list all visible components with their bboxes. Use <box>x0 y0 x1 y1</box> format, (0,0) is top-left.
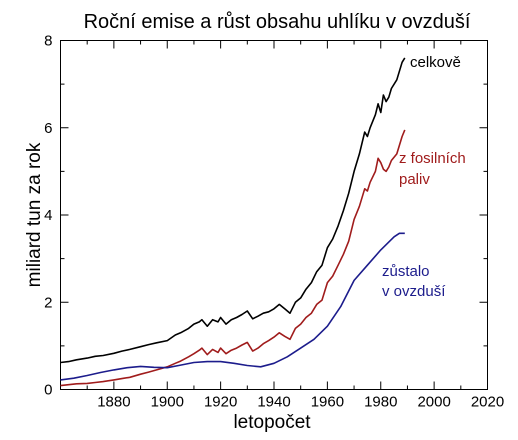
series-line-celkove <box>60 57 406 364</box>
series-label-z-fosilnich-paliv: z fosilních <box>399 150 466 167</box>
chart-title: Roční emise a růst obsahu uhlíku v ovzdu… <box>84 11 471 33</box>
y-axis-title: miliard tun za rok <box>24 142 45 287</box>
series-lines <box>60 57 406 387</box>
y-tick-label: 4 <box>44 207 52 224</box>
series-label-zustalo-v-ovzdusi: zůstalo <box>382 263 430 280</box>
series-label-zustalo-v-ovzdusi: v ovzduší <box>382 283 446 300</box>
x-tick-label: 1920 <box>204 394 237 411</box>
x-tick-label: 1900 <box>151 394 184 411</box>
y-tick-label: 8 <box>44 33 52 50</box>
y-tick-label: 0 <box>44 382 52 399</box>
x-axis: 1880 1900 1920 1940 1960 1980 2000 2020 <box>60 40 504 411</box>
series-label-z-fosilnich-paliv: paliv <box>399 171 430 188</box>
x-tick-label: 1880 <box>97 394 130 411</box>
series-labels: celkově z fosilních paliv zůstalo v ovzduší <box>382 54 466 300</box>
y-axis: 0 2 4 6 8 <box>44 33 488 399</box>
series-line-zustalo-v-ovzdusi <box>60 232 405 381</box>
y-tick-label: 6 <box>44 120 52 137</box>
x-tick-label: 1980 <box>364 394 397 411</box>
x-tick-label: 2020 <box>471 394 504 411</box>
series-label-celkove: celkově <box>410 54 461 71</box>
y-tick-label: 2 <box>44 294 52 311</box>
x-axis-title: letopočet <box>233 412 311 433</box>
x-tick-label: 1940 <box>257 394 290 411</box>
x-tick-label: 2000 <box>417 394 450 411</box>
x-tick-label: 1960 <box>311 394 344 411</box>
series-line-z-fosilnich-paliv <box>60 129 406 387</box>
